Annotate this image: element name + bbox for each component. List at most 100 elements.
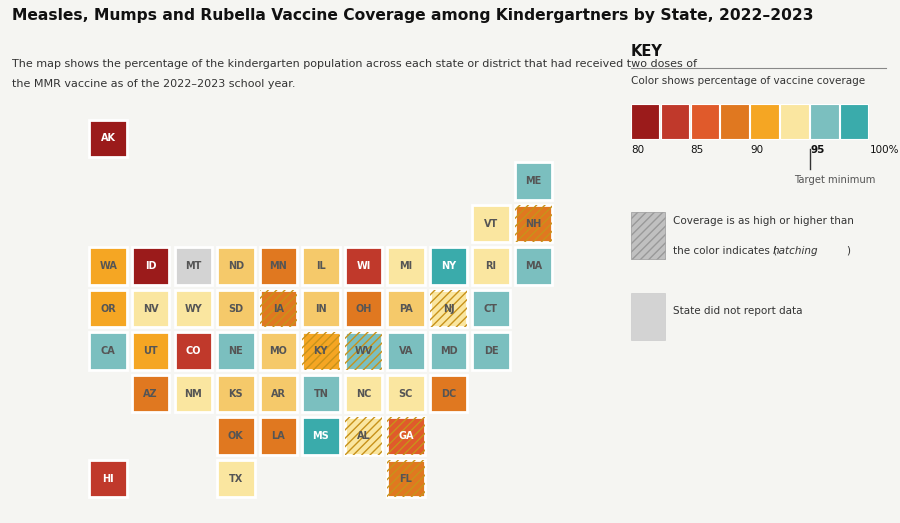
Text: MI: MI xyxy=(400,261,412,271)
Text: KS: KS xyxy=(229,389,243,399)
Bar xyxy=(751,104,778,139)
Text: SC: SC xyxy=(399,389,413,399)
Text: CA: CA xyxy=(101,346,115,356)
FancyBboxPatch shape xyxy=(175,247,212,285)
Text: TN: TN xyxy=(313,389,328,399)
Text: Coverage is as high or higher than: Coverage is as high or higher than xyxy=(673,216,854,226)
Text: IL: IL xyxy=(316,261,326,271)
Bar xyxy=(631,293,665,340)
Text: PA: PA xyxy=(399,303,413,314)
FancyBboxPatch shape xyxy=(429,247,467,285)
Text: KY: KY xyxy=(313,346,328,356)
Text: WA: WA xyxy=(99,261,117,271)
FancyBboxPatch shape xyxy=(472,247,509,285)
FancyBboxPatch shape xyxy=(89,247,127,285)
FancyBboxPatch shape xyxy=(259,290,297,327)
Text: AZ: AZ xyxy=(143,389,158,399)
Bar xyxy=(661,104,689,139)
FancyBboxPatch shape xyxy=(175,375,212,412)
FancyBboxPatch shape xyxy=(217,460,255,497)
Text: IN: IN xyxy=(315,303,327,314)
Text: NE: NE xyxy=(229,346,243,356)
FancyBboxPatch shape xyxy=(259,417,297,455)
FancyBboxPatch shape xyxy=(472,205,509,242)
Text: the color indicates (: the color indicates ( xyxy=(673,246,778,256)
Bar xyxy=(631,211,665,259)
Text: UT: UT xyxy=(143,346,158,356)
Bar xyxy=(780,104,809,139)
Text: GA: GA xyxy=(398,431,414,441)
Text: MO: MO xyxy=(269,346,287,356)
FancyBboxPatch shape xyxy=(217,247,255,285)
Text: TX: TX xyxy=(229,474,243,484)
Text: WI: WI xyxy=(356,261,371,271)
Text: State did not report data: State did not report data xyxy=(673,306,803,316)
Text: hatching: hatching xyxy=(773,246,818,256)
FancyBboxPatch shape xyxy=(217,417,255,455)
Text: NC: NC xyxy=(356,389,371,399)
FancyBboxPatch shape xyxy=(345,247,382,285)
Text: RI: RI xyxy=(485,261,497,271)
Text: MD: MD xyxy=(439,346,457,356)
Text: 80: 80 xyxy=(631,145,644,155)
FancyBboxPatch shape xyxy=(259,333,297,370)
Text: NY: NY xyxy=(441,261,456,271)
Text: FL: FL xyxy=(400,474,412,484)
Text: 90: 90 xyxy=(751,145,763,155)
Bar xyxy=(810,104,839,139)
Bar xyxy=(840,104,868,139)
FancyBboxPatch shape xyxy=(387,417,425,455)
FancyBboxPatch shape xyxy=(175,333,212,370)
Text: NM: NM xyxy=(184,389,202,399)
FancyBboxPatch shape xyxy=(132,375,169,412)
FancyBboxPatch shape xyxy=(132,290,169,327)
Text: KEY: KEY xyxy=(631,44,662,59)
FancyBboxPatch shape xyxy=(515,205,553,242)
FancyBboxPatch shape xyxy=(175,290,212,327)
FancyBboxPatch shape xyxy=(345,333,382,370)
Text: NV: NV xyxy=(143,303,158,314)
FancyBboxPatch shape xyxy=(259,375,297,412)
Text: CO: CO xyxy=(185,346,201,356)
Text: AR: AR xyxy=(271,389,286,399)
Text: NJ: NJ xyxy=(443,303,454,314)
Text: ND: ND xyxy=(228,261,244,271)
FancyBboxPatch shape xyxy=(302,290,339,327)
FancyBboxPatch shape xyxy=(259,247,297,285)
FancyBboxPatch shape xyxy=(302,333,339,370)
FancyBboxPatch shape xyxy=(472,290,509,327)
FancyBboxPatch shape xyxy=(515,247,553,285)
FancyBboxPatch shape xyxy=(515,162,553,200)
Bar xyxy=(690,104,719,139)
Text: HI: HI xyxy=(103,474,114,484)
Text: ): ) xyxy=(846,246,850,256)
Text: OR: OR xyxy=(100,303,116,314)
Text: ME: ME xyxy=(526,176,542,186)
Text: VA: VA xyxy=(399,346,413,356)
Text: CT: CT xyxy=(484,303,498,314)
FancyBboxPatch shape xyxy=(302,375,339,412)
Text: AK: AK xyxy=(101,133,116,143)
FancyBboxPatch shape xyxy=(89,460,127,497)
Text: DC: DC xyxy=(441,389,456,399)
FancyBboxPatch shape xyxy=(345,290,382,327)
FancyBboxPatch shape xyxy=(302,247,339,285)
Text: the MMR vaccine as of the 2022–2023 school year.: the MMR vaccine as of the 2022–2023 scho… xyxy=(12,79,295,89)
FancyBboxPatch shape xyxy=(472,333,509,370)
Bar xyxy=(720,104,749,139)
FancyBboxPatch shape xyxy=(429,375,467,412)
FancyBboxPatch shape xyxy=(429,290,467,327)
Bar xyxy=(631,104,660,139)
FancyBboxPatch shape xyxy=(387,375,425,412)
FancyBboxPatch shape xyxy=(217,333,255,370)
Text: MS: MS xyxy=(312,431,329,441)
Text: OH: OH xyxy=(356,303,372,314)
FancyBboxPatch shape xyxy=(345,375,382,412)
Text: The map shows the percentage of the kindergarten population across each state or: The map shows the percentage of the kind… xyxy=(12,59,697,69)
Text: IA: IA xyxy=(273,303,284,314)
Text: OK: OK xyxy=(228,431,244,441)
Text: NH: NH xyxy=(526,219,542,229)
Text: Target minimum: Target minimum xyxy=(794,175,876,185)
Text: 95: 95 xyxy=(810,145,824,155)
FancyBboxPatch shape xyxy=(217,375,255,412)
